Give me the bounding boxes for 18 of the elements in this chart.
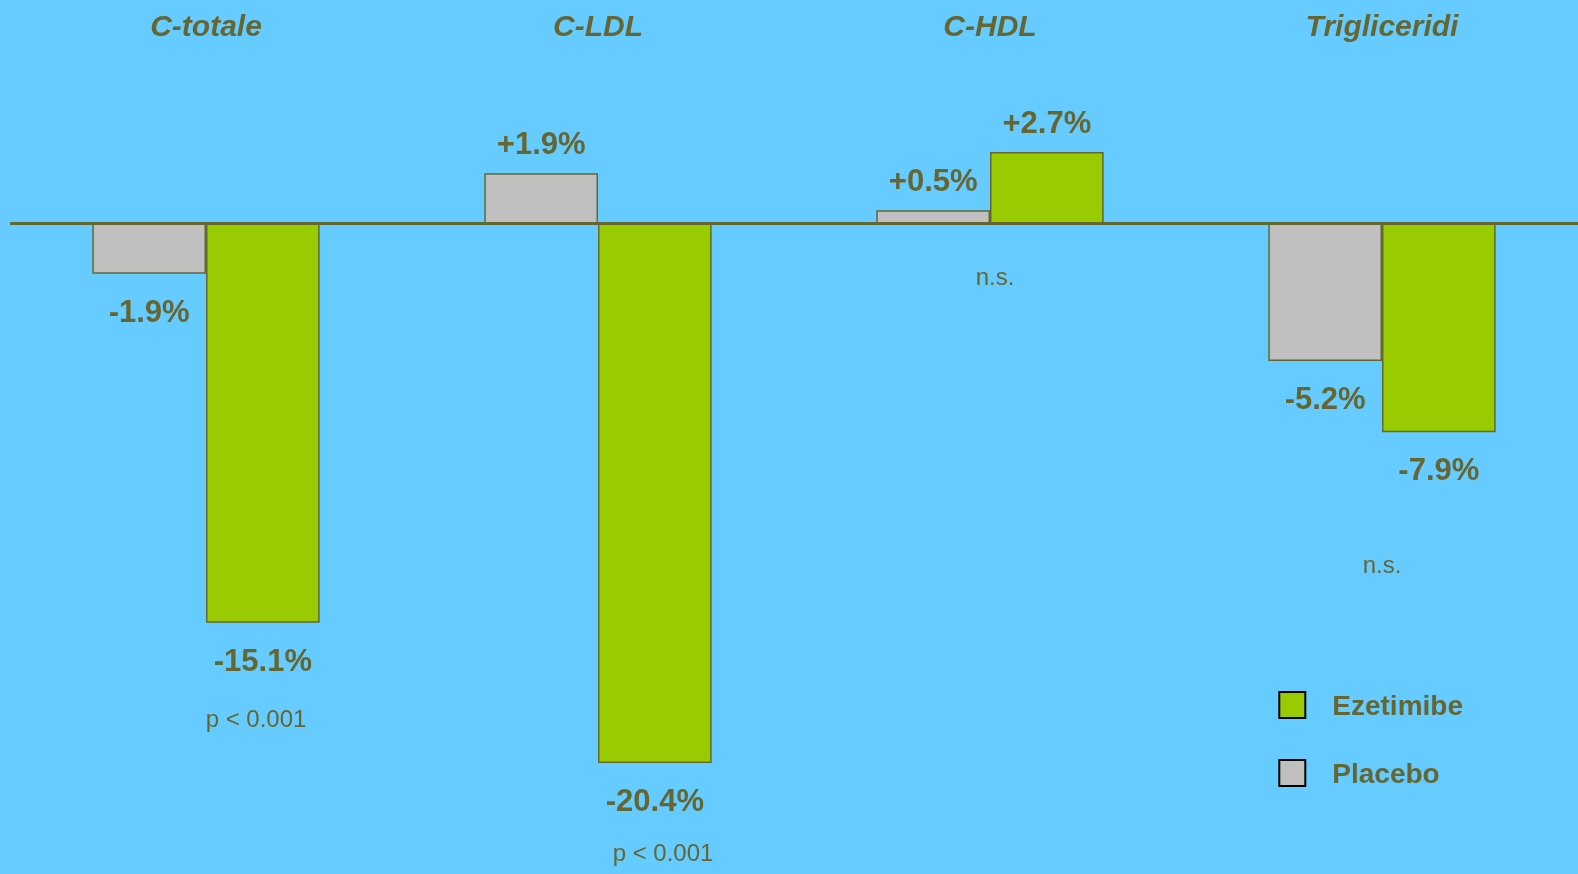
data-label: -1.9% xyxy=(108,293,190,329)
x-tick-label: C-HDL xyxy=(943,8,1037,42)
legend-label: Placebo xyxy=(1332,757,1440,789)
annotation: n.s. xyxy=(975,262,1015,290)
x-tick-label: C-totale xyxy=(150,8,262,42)
data-label: +2.7% xyxy=(1002,105,1092,140)
data-label: +0.5% xyxy=(888,163,978,199)
text: p < 0.001 xyxy=(612,838,714,866)
legend-label: Ezetimibe xyxy=(1332,689,1463,721)
x-tick-label: Trigliceridi xyxy=(1305,8,1460,42)
annotation: p < 0.001 xyxy=(205,705,307,733)
x-tick-label: C-LDL xyxy=(553,8,643,42)
data-label: +1.9% xyxy=(496,126,586,162)
data-label: -15.1% xyxy=(213,642,312,678)
data-label: -7.9% xyxy=(1398,452,1480,488)
annotation: n.s. xyxy=(1362,550,1402,578)
data-label: -5.2% xyxy=(1284,380,1366,416)
data-label: -20.4% xyxy=(605,783,704,818)
